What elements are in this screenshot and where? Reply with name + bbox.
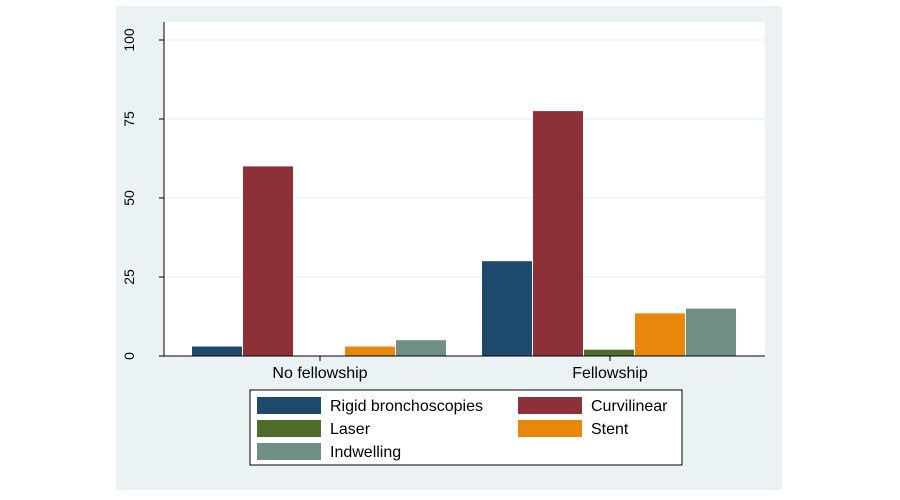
bar-rigid-bronchoscopies-1	[192, 346, 242, 356]
bar-curvilinear-2	[533, 111, 583, 356]
legend-label: Rigid bronchoscopies	[330, 398, 483, 415]
bar-rigid-bronchoscopies-2	[482, 261, 532, 356]
y-tick-label: 100	[121, 28, 137, 52]
legend-swatch	[257, 443, 321, 460]
bar-stent-2	[635, 313, 685, 356]
x-category-labels: No fellowship Fellowship	[272, 356, 648, 382]
x-category-label: Fellowship	[572, 365, 648, 382]
bar-curvilinear-1	[243, 166, 293, 356]
y-tick-label: 0	[121, 352, 137, 360]
bars	[192, 111, 736, 356]
legend-swatch	[518, 397, 582, 414]
bar-indwelling-1	[396, 340, 446, 356]
legend: Rigid bronchoscopies Curvilinear Laser Sten…	[249, 389, 683, 466]
legend-swatch	[518, 420, 582, 437]
legend-label: Stent	[591, 421, 629, 438]
legend-label: Curvilinear	[591, 398, 668, 415]
legend-swatch	[257, 397, 321, 414]
y-tick-label: 75	[121, 111, 137, 127]
legend-label: Laser	[330, 421, 371, 438]
legend-box	[249, 389, 683, 466]
y-tick-label: 50	[121, 190, 137, 206]
axes	[163, 22, 765, 357]
x-category-label: No fellowship	[272, 365, 367, 382]
bar-stent-1	[345, 346, 395, 356]
y-ticks: 0 25 50 75 100	[121, 28, 164, 360]
legend-label: Indwelling	[330, 444, 401, 461]
y-tick-label: 25	[121, 269, 137, 285]
bar-indwelling-2	[686, 308, 736, 356]
legend-swatch	[257, 420, 321, 437]
bar-laser-2	[584, 349, 634, 356]
